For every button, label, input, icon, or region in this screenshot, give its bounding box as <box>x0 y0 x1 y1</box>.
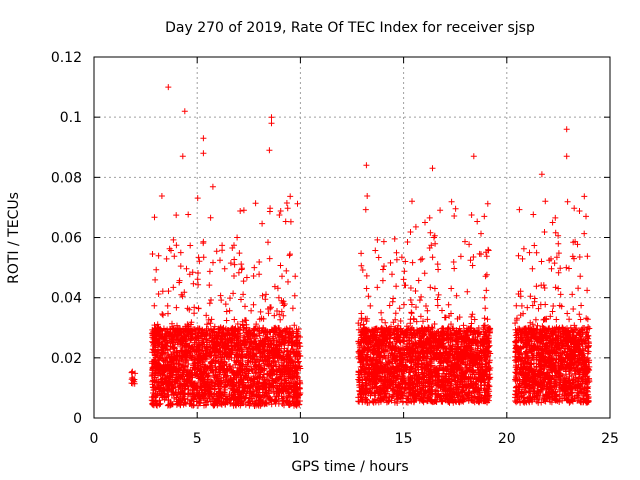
x-tick-label: 15 <box>395 431 413 447</box>
y-axis-label: ROTI / TECUs <box>6 192 22 284</box>
x-tick-label: 10 <box>291 431 309 447</box>
x-tick-label: 5 <box>193 431 202 447</box>
x-tick-label: 0 <box>90 431 99 447</box>
chart-title: Day 270 of 2019, Rate Of TEC Index for r… <box>165 20 535 36</box>
y-tick-label: 0.12 <box>51 50 82 66</box>
scatter-markers <box>128 84 593 409</box>
y-tick-label: 0 <box>73 411 82 427</box>
x-axis-label: GPS time / hours <box>291 459 408 475</box>
y-tick-label: 0.04 <box>51 291 82 307</box>
data-points <box>128 84 593 409</box>
x-tick-label: 20 <box>498 431 516 447</box>
y-tick-label: 0.06 <box>51 231 82 247</box>
x-tick-label: 25 <box>601 431 619 447</box>
y-tick-label: 0.02 <box>51 351 82 367</box>
y-tick-label: 0.1 <box>60 110 82 126</box>
axis-ticks: 0 5 10 15 20 25 0 0.02 0.04 0.06 0.08 0.1 0.12 <box>51 50 619 447</box>
y-tick-label: 0.08 <box>51 170 82 186</box>
